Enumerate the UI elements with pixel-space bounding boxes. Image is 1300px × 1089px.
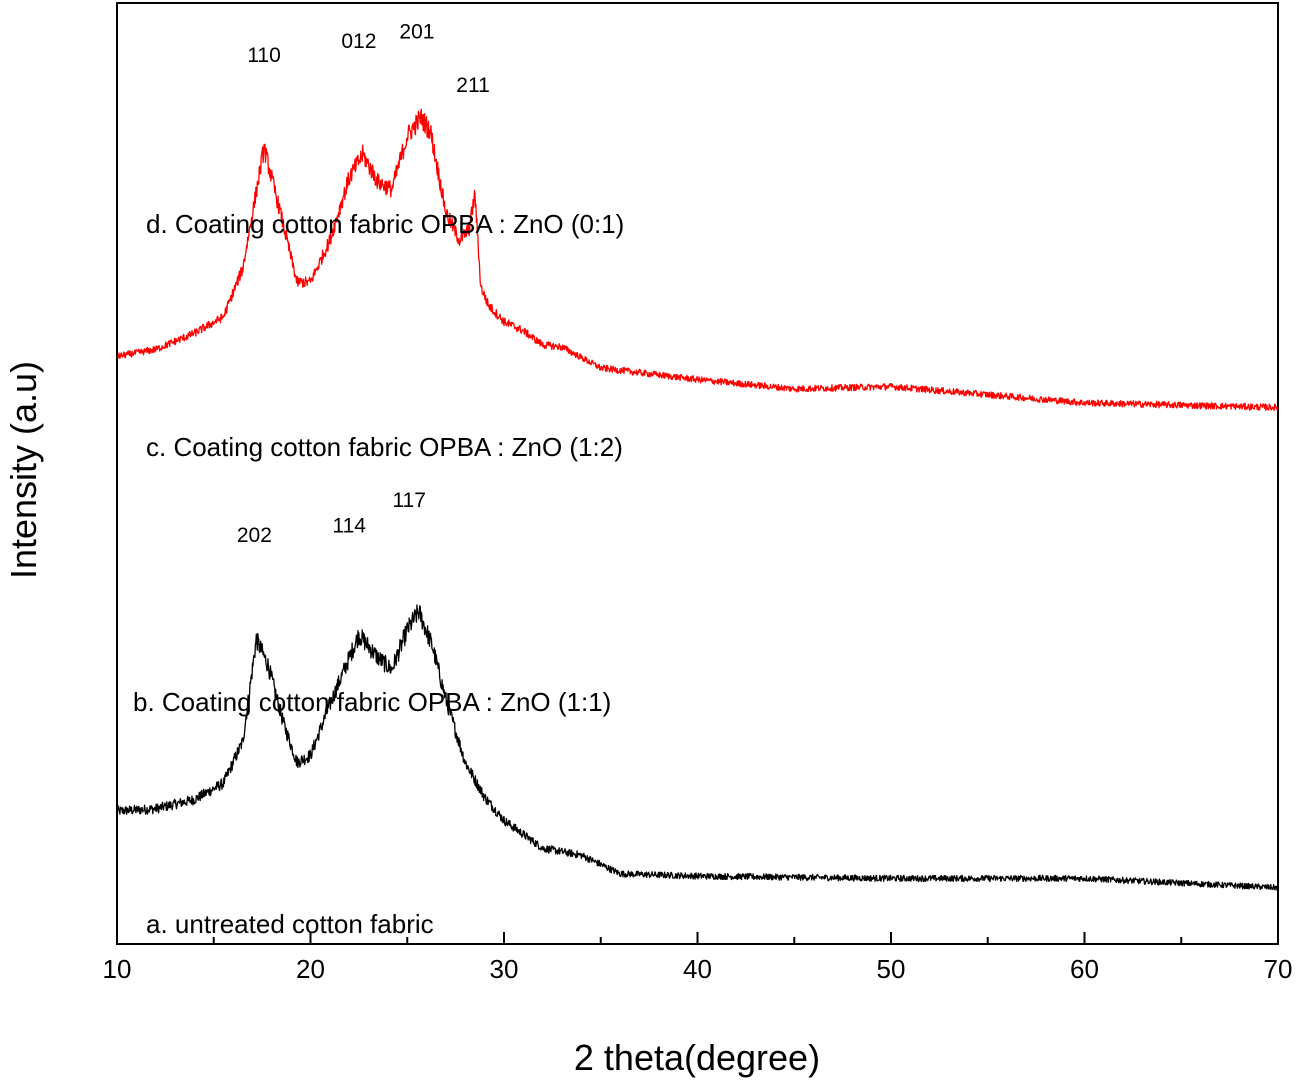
- peak-label: 012: [341, 30, 376, 53]
- series-line-1: [116, 604, 1279, 891]
- y-axis-title: Intensity (a.u): [3, 361, 44, 579]
- x-tick-label: 10: [103, 954, 132, 984]
- x-axis-tick-labels: 10 20 30 40 50 60 70: [103, 954, 1293, 984]
- series-label: b. Coating cotton fabric OPBA : ZnO (1:1…: [133, 687, 611, 717]
- x-tick-label: 50: [877, 954, 906, 984]
- series-label: a. untreated cotton fabric: [146, 909, 434, 939]
- x-tick-label: 30: [490, 954, 519, 984]
- peak-label: 114: [332, 515, 366, 538]
- series-layer: [116, 108, 1279, 891]
- peak-label: 202: [237, 524, 272, 547]
- series-labels: a. untreated cotton fabric b. Coating cot…: [133, 209, 624, 939]
- plot-frame: [116, 2, 1279, 945]
- peak-label: 110: [247, 44, 280, 67]
- series-line-2: [116, 108, 1279, 412]
- peak-labels: 2021141171100122012112101012311000021010…: [237, 21, 490, 547]
- series-label: d. Coating cotton fabric OPBA : ZnO (0:1…: [146, 209, 624, 239]
- peak-label: 117: [392, 489, 425, 512]
- x-axis-ticks: [116, 932, 1279, 944]
- x-tick-label: 20: [296, 954, 325, 984]
- x-tick-label: 60: [1070, 954, 1099, 984]
- peak-label: 211: [456, 74, 489, 97]
- peak-label: 201: [399, 21, 434, 44]
- x-tick-label: 40: [683, 954, 712, 984]
- series-label: c. Coating cotton fabric OPBA : ZnO (1:2…: [146, 432, 623, 462]
- x-axis-title: 2 theta(degree): [574, 1037, 820, 1078]
- x-tick-label: 70: [1264, 954, 1293, 984]
